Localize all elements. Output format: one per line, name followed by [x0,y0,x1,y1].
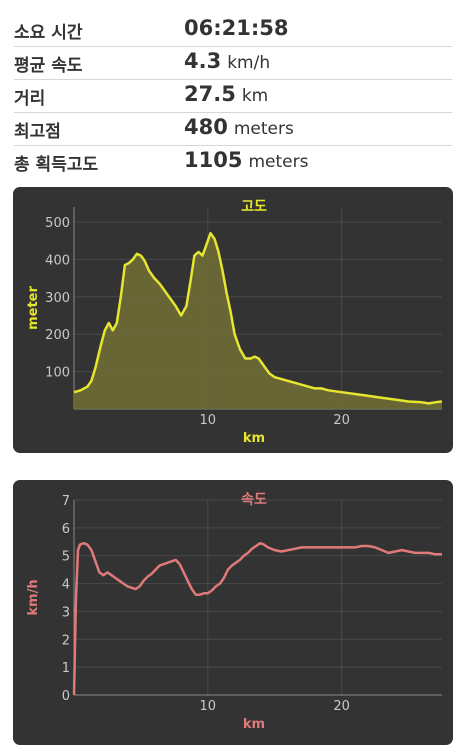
stat-number: 27.5 [184,82,236,106]
y-tick-label: 7 [62,494,70,509]
elevation-area [74,233,442,409]
stat-row-duration: 소요 시간 06:21:58 [14,14,452,47]
stat-label: 평균 속도 [14,56,83,76]
y-tick-label: 4 [62,578,70,593]
stat-label: 거리 [14,89,46,109]
series-line [73,231,443,405]
stat-label: 소요 시간 [14,23,83,43]
stat-number: 1105 [184,148,243,172]
speed-chart: 0 1 2 3 4 5 6 7 10 20 속도 km km/h [26,492,442,732]
stat-row-max-elevation: 최고점 480 meters [14,113,452,146]
stat-number: 06:21:58 [184,16,289,40]
series-line [72,541,442,696]
y-tick-label: 300 [45,291,70,306]
elevation-chart-panel: 100 200 300 400 500 10 20 고도 km meter [13,187,453,453]
stat-unit: km/h [227,53,271,73]
stat-number: 480 [184,115,228,139]
stat-row-total-ascent: 총 획득고도 1105 meters [14,146,452,178]
stat-value: 480 meters [184,115,294,139]
y-tick-label: 400 [45,253,70,268]
stat-unit: meters [233,119,294,139]
stat-value: 1105 meters [184,148,308,172]
y-axis-label: meter [26,286,41,330]
speed-chart-panel: 0 1 2 3 4 5 6 7 10 20 속도 km km/h [13,480,453,745]
y-tick-label: 500 [45,216,70,231]
x-tick-label: 10 [200,413,217,428]
y-tick-label: 1 [62,661,70,676]
stat-number: 4.3 [184,49,222,73]
stat-unit: meters [248,152,309,172]
stat-value: 27.5 km [184,82,268,106]
y-tick-label: 2 [62,633,70,648]
y-tick-label: 100 [45,366,70,381]
summary-stats: 소요 시간 06:21:58 평균 속도 4.3 km/h 거리 27.5 km 최… [0,14,466,178]
x-tick-label: 10 [200,699,217,714]
elevation-chart: 100 200 300 400 500 10 20 고도 km meter [26,199,443,446]
x-axis-label: km [243,431,265,446]
y-tick-label: 200 [45,328,70,343]
stat-value: 4.3 km/h [184,49,270,73]
stat-value: 06:21:58 [184,16,294,40]
x-tick-label: 20 [333,699,350,714]
y-tick-label: 5 [62,550,70,565]
x-tick-label: 20 [333,413,350,428]
x-axis-label: km [243,717,265,732]
y-tick-label: 6 [62,522,70,537]
chart-title: 속도 [241,492,267,508]
stat-label: 최고점 [14,122,61,142]
stat-unit: km [241,86,269,106]
chart-title: 고도 [241,199,267,215]
stat-row-distance: 거리 27.5 km [14,80,452,113]
y-tick-label: 3 [62,605,70,620]
y-axis-label: km/h [26,579,41,615]
stat-label: 총 획득고도 [14,155,99,175]
stat-row-avg-speed: 평균 속도 4.3 km/h [14,47,452,80]
y-tick-label: 0 [62,689,70,704]
